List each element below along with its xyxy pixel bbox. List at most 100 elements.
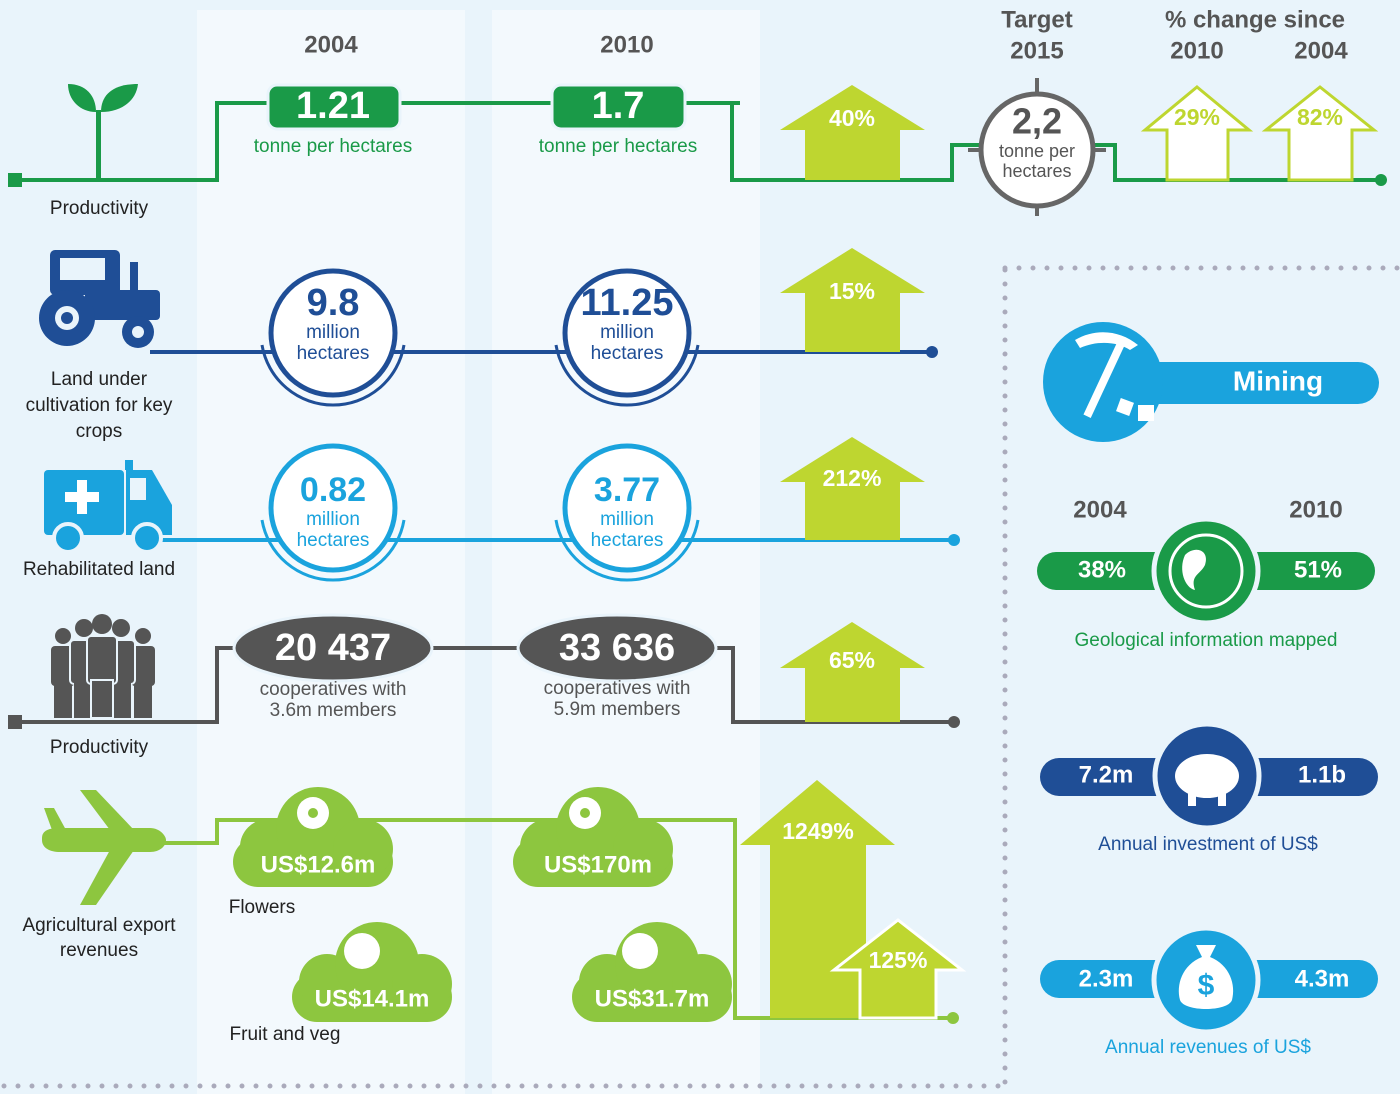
people-icon [112,619,130,637]
text-line: 2015 [1010,37,1063,64]
page: {"header": {"year_2004": "2004", "year_2… [0,0,1400,1094]
rehabilitated-row: Rehabilitated land 0.82 million hectares… [23,437,960,580]
plane-icon [80,850,134,905]
value-2004: 20 437 [275,627,391,669]
change-2004: 2004 [1294,37,1348,64]
caption: Geological information mapped [1075,630,1338,651]
value-2004: 9.8 [307,282,360,324]
value-2004: US$14.1m [315,985,430,1012]
value-2004: 7.2m [1079,761,1134,788]
apple-icon [622,933,658,969]
apple-icon [344,933,380,969]
mining-panel: Mining 2004 2010 38% 51% Geological info… [1037,322,1379,1058]
title: Mining [1233,365,1323,396]
value-2010: 1.1b [1298,761,1346,788]
change-since: % change since [1165,6,1345,33]
label: Productivity [50,198,149,219]
change-since-2010: 29% [1174,104,1220,130]
flower-icon [580,808,590,818]
text-line: Target [1001,6,1073,33]
change-since-2004: 82% [1297,104,1343,130]
tractor-icon [60,258,105,280]
text-line: million [600,322,654,343]
change: 125% [869,947,928,973]
marker [8,173,22,187]
piggy-icon [1188,792,1196,806]
label: Rehabilitated land [23,559,175,580]
sprout-icon [68,84,138,180]
text-line: hectares [297,343,370,364]
ambulance-icon [125,460,133,470]
pickaxe-icon [1138,405,1154,421]
text-line: cooperatives with [544,678,691,699]
tractor-icon [39,250,160,348]
sprout-icon [96,110,101,180]
change: 65% [829,647,875,673]
value-2010: US$31.7m [595,985,710,1012]
change: 1249% [782,818,854,844]
marker [8,715,22,729]
caption: Annual investment of US$ [1098,834,1318,855]
plane-icon [80,790,134,830]
piggy-icon [1218,792,1226,806]
infographic: 2004 2010 Target 2015 % change since 201… [0,0,1400,1094]
flower-icon [308,808,318,818]
text-line: crops [76,421,122,442]
marker [948,716,960,728]
caption: Annual revenues of US$ [1105,1037,1311,1058]
year-2010: 2010 [1289,496,1342,523]
text-line: tonne per [999,141,1075,161]
ambulance-icon [65,492,99,502]
plane-icon [44,808,66,830]
ambulance-icon [133,524,161,552]
text-line: 5.9m members [554,699,681,720]
year-2004: 2004 [1073,496,1127,523]
change-arrow [1145,87,1249,180]
value-2010: 11.25 [581,282,674,324]
people-icon [135,628,151,644]
people-icon [134,680,152,718]
text-line: cooperatives with [260,679,407,700]
change: 15% [829,278,875,304]
dollar-sign: $ [1198,969,1215,1002]
cooperatives-row: Productivity 20 437 cooperatives with 3.… [8,614,960,758]
plane-icon [42,790,166,905]
value-2004: US$12.6m [261,851,376,878]
value-2010: 1.7 [592,85,645,127]
value-2010: 51% [1294,556,1342,583]
ambulance-icon [130,478,146,500]
tractor-icon [130,262,138,292]
label: Productivity [50,737,149,758]
people-icon [75,619,93,637]
sprout-icon [68,84,96,112]
unit-2004: tonne per hectares [254,136,412,157]
text-line: million [600,509,654,530]
text-line: million [306,509,360,530]
change-arrow [1266,87,1374,180]
people-icon [55,628,71,644]
text-line: Land under [51,369,148,390]
plane-icon [42,828,166,852]
value-2010: 33 636 [559,627,675,669]
unit-2010: tonne per hectares [539,136,697,157]
marker [1375,174,1387,186]
tractor-icon [61,312,73,324]
text-line: hectares [297,530,370,551]
year-2004: 2004 [304,31,358,58]
value-2004: 38% [1078,556,1126,583]
year-2010: 2010 [600,31,653,58]
sprout-icon [101,84,138,112]
value-2004: 2.3m [1079,965,1134,992]
text-line: cultivation for key [26,395,173,416]
tractor-icon [85,290,160,320]
change-arrow [780,85,925,180]
marker [947,1012,959,1024]
target-value: 2,2 [1012,101,1062,142]
text-line: revenues [60,940,138,961]
change-2010: 2010 [1170,37,1223,64]
text-line: hectares [1002,161,1071,181]
land-row: Land under cultivation for key crops 9.8… [26,248,938,442]
value-2010: US$170m [544,851,652,878]
ambulance-icon [54,524,82,552]
text-line: hectares [591,343,664,364]
